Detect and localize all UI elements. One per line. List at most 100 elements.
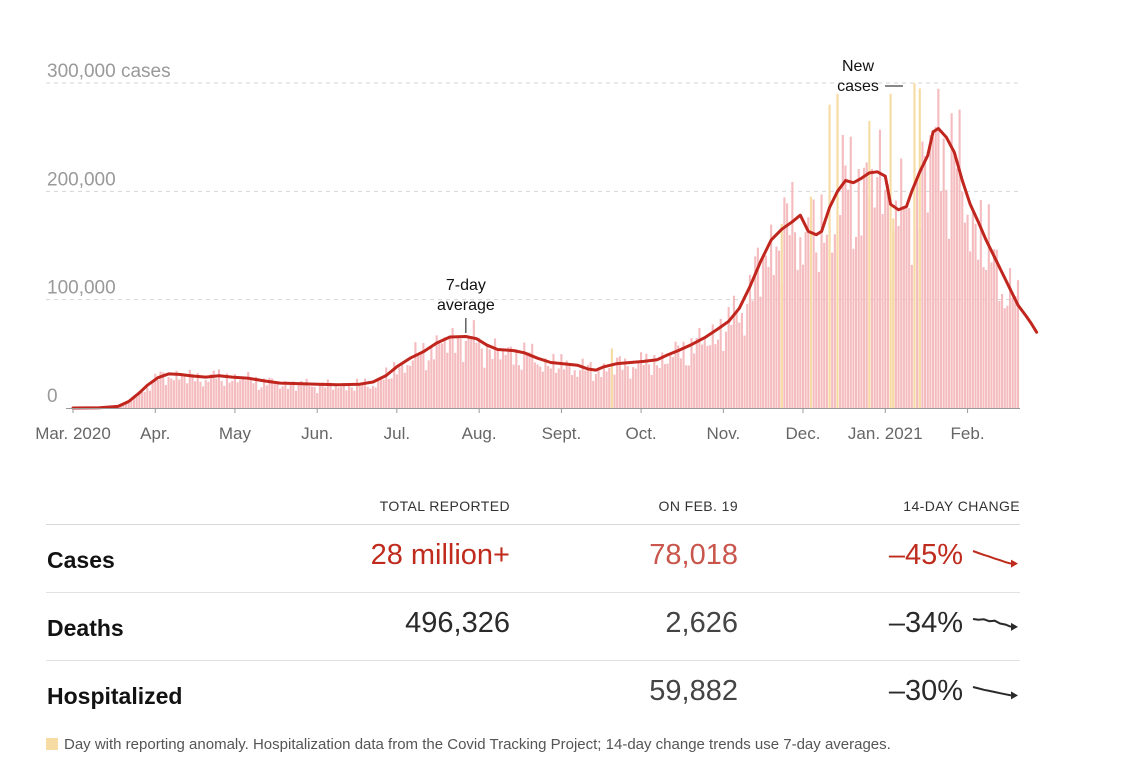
daily-bar: [945, 189, 948, 408]
daily-bar: [961, 191, 964, 408]
daily-bar: [695, 337, 698, 408]
daily-bar: [523, 342, 526, 408]
daily-bar: [167, 377, 170, 408]
daily-bar: [125, 401, 128, 408]
hospitalized-change: –30%: [888, 675, 963, 707]
daily-bar: [650, 374, 653, 408]
daily-bar: [164, 385, 167, 408]
x-tick-label: Jun.: [301, 424, 333, 443]
daily-bar: [698, 328, 701, 408]
x-tick-label: Nov.: [706, 424, 740, 443]
daily-bar: [247, 372, 250, 408]
daily-bar: [586, 364, 590, 408]
daily-bar: [618, 356, 621, 408]
daily-bar: [151, 381, 154, 408]
daily-bar: [931, 137, 935, 409]
daily-bar: [1008, 268, 1012, 408]
daily-bar: [122, 404, 125, 408]
daily-bar: [1016, 280, 1020, 408]
daily-bar: [857, 169, 860, 408]
daily-bar: [647, 364, 651, 408]
daily-bar: [194, 381, 197, 408]
daily-bar: [188, 369, 191, 408]
daily-bar: [862, 167, 866, 408]
daily-bar: [950, 113, 953, 408]
daily-bar: [361, 384, 364, 408]
daily-bar: [183, 375, 186, 408]
daily-bar: [825, 234, 828, 408]
x-tick-label: Jul.: [384, 424, 410, 443]
daily-bar: [332, 389, 335, 408]
daily-bar: [671, 357, 674, 408]
daily-bar: [568, 364, 571, 408]
daily-bar: [817, 271, 820, 408]
daily-bar: [236, 382, 239, 408]
daily-bar: [953, 151, 956, 408]
sparkline-arrowhead: [1011, 559, 1018, 568]
daily-bar: [422, 343, 425, 408]
daily-bar: [217, 369, 221, 408]
daily-bar: [313, 386, 316, 408]
daily-bar: [196, 373, 199, 408]
daily-bar: [191, 373, 194, 408]
daily-bar: [578, 370, 582, 408]
daily-bar: [621, 369, 624, 408]
daily-bar: [435, 335, 438, 408]
daily-bar: [581, 358, 584, 408]
annotation-text: 7-day: [446, 277, 486, 294]
daily-bar: [488, 349, 491, 408]
daily-bar: [605, 371, 608, 408]
daily-bar: [249, 378, 252, 408]
daily-bar: [921, 141, 924, 409]
daily-bar: [363, 378, 367, 408]
daily-bar: [424, 370, 428, 408]
daily-bar: [958, 109, 961, 409]
daily-bar: [738, 322, 741, 408]
daily-bar: [894, 200, 897, 408]
daily-bar: [324, 387, 327, 408]
x-tick-label: Aug.: [462, 424, 497, 443]
daily-bar: [321, 382, 324, 408]
daily-bar: [589, 362, 592, 408]
daily-bar: [228, 382, 231, 408]
daily-bar: [1001, 294, 1004, 408]
daily-bar: [170, 378, 173, 408]
daily-bar: [714, 344, 717, 408]
daily-bar: [162, 372, 165, 408]
daily-bar: [377, 377, 380, 408]
daily-bar: [440, 343, 444, 408]
daily-bar: [1014, 296, 1017, 408]
daily-bar: [807, 217, 810, 408]
daily-bar: [403, 372, 406, 408]
daily-bar: [557, 368, 560, 408]
daily-bar: [756, 247, 759, 408]
daily-bar: [971, 208, 974, 408]
daily-bar: [549, 368, 552, 408]
daily-bar: [300, 381, 303, 408]
daily-bar: [278, 388, 282, 408]
daily-bar: [297, 384, 300, 408]
daily-bar: [486, 344, 489, 408]
daily-bar: [743, 335, 746, 408]
daily-bar: [998, 301, 1001, 408]
x-tick-label: Sept.: [542, 424, 582, 443]
daily-bar: [459, 338, 462, 408]
daily-bar: [268, 377, 271, 408]
daily-bar: [233, 374, 236, 408]
daily-bar: [374, 387, 377, 408]
daily-bar: [870, 168, 874, 408]
anomaly-bars: [610, 83, 921, 409]
daily-bar: [613, 374, 616, 408]
daily-bar: [963, 222, 966, 408]
daily-bar: [411, 360, 414, 408]
daily-bar: [265, 385, 268, 408]
header-total: TOTAL REPORTED: [379, 498, 510, 514]
daily-bar: [576, 376, 579, 408]
daily-bar: [533, 362, 536, 408]
daily-bar: [849, 136, 852, 408]
daily-bar: [310, 386, 313, 408]
daily-bar: [608, 368, 611, 408]
daily-bar: [1011, 297, 1014, 408]
daily-bar: [751, 300, 754, 408]
hospitalized-on-day: 59,882: [649, 675, 738, 707]
